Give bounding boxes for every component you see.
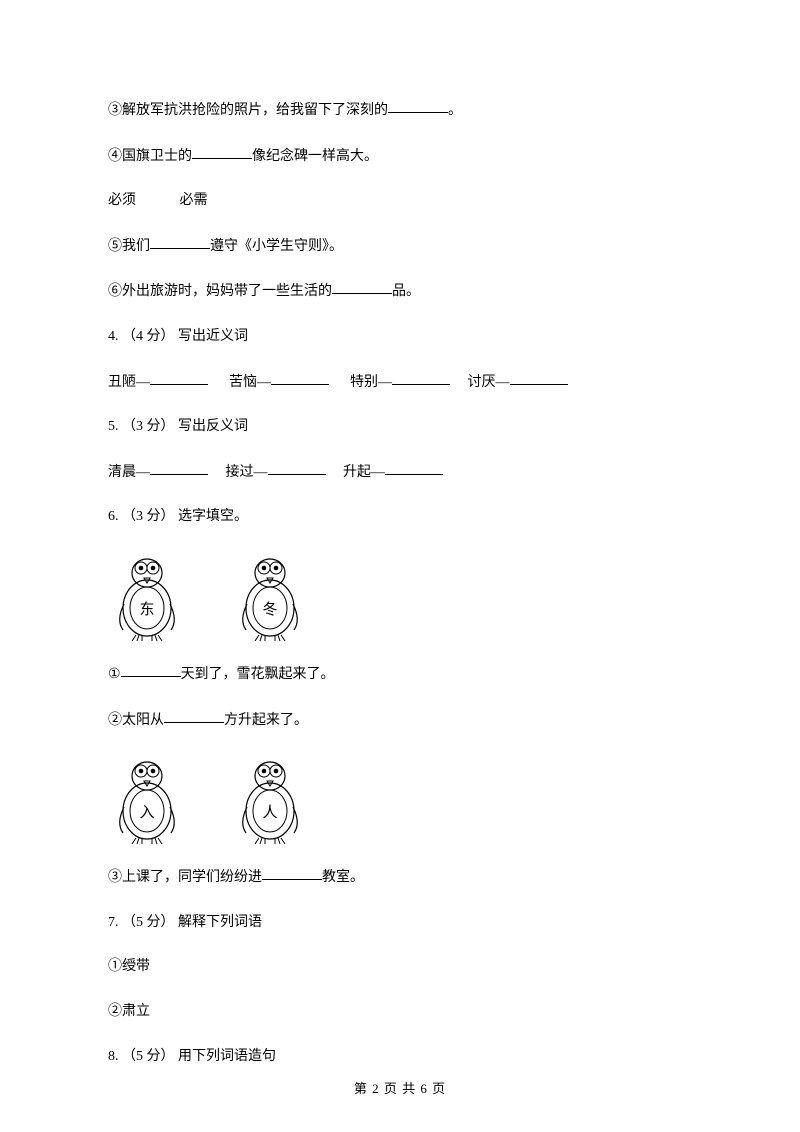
q3-pair-a: 必须 xyxy=(108,193,136,208)
penguin-char-b0: 入 xyxy=(139,803,154,824)
q3-line5-post: 遵守《小学生守则》。 xyxy=(210,239,343,254)
penguin-char-a1: 冬 xyxy=(262,600,277,621)
blank xyxy=(192,145,252,159)
penguin-char-a0: 东 xyxy=(139,600,154,621)
q3-line6-post: 品。 xyxy=(392,284,420,299)
blank xyxy=(332,280,392,294)
q3-line4-pre: ④国旗卫士的 xyxy=(108,149,192,164)
q4-w0: 丑陋— xyxy=(108,375,150,390)
q4-header: 4. （4 分） 写出近义词 xyxy=(108,327,692,347)
blank xyxy=(164,709,224,723)
q5-w2: 升起— xyxy=(343,465,385,480)
penguin-icon: 入 xyxy=(108,755,186,845)
blank xyxy=(271,371,329,385)
q6-line2-pre: ②太阳从 xyxy=(108,713,164,728)
blank xyxy=(150,461,208,475)
blank xyxy=(150,235,210,249)
q4-w3: 讨厌— xyxy=(468,375,510,390)
blank xyxy=(268,461,326,475)
q3-line3-post: 。 xyxy=(448,103,462,118)
blank xyxy=(262,866,322,880)
q5-w0: 清晨— xyxy=(108,465,150,480)
q3-line4-post: 像纪念碑一样高大。 xyxy=(252,149,378,164)
q6-penguins-b: 入 人 xyxy=(108,755,692,845)
q6-line3: ③上课了，同学们纷纷进 教室。 xyxy=(108,867,692,888)
page-footer: 第 2 页 共 6 页 xyxy=(0,1080,800,1098)
q6-penguins-a: 东 冬 xyxy=(108,552,692,642)
q3-line5-pre: ⑤我们 xyxy=(108,239,150,254)
q6-line1: ① 天到了，雪花飘起来了。 xyxy=(108,664,692,685)
penguin-icon: 人 xyxy=(231,755,309,845)
q6-header: 6. （3 分） 选字填空。 xyxy=(108,507,692,527)
q6-line2: ②太阳从 方升起来了。 xyxy=(108,710,692,731)
q6-line3-pre: ③上课了，同学们纷纷进 xyxy=(108,870,262,885)
q4-items: 丑陋— 苦恼— 特别— 讨厌— xyxy=(108,372,692,393)
q3-line6: ⑥外出旅游时，妈妈带了一些生活的 品。 xyxy=(108,281,692,302)
blank xyxy=(392,371,450,385)
q6-line1-pre: ① xyxy=(108,667,121,682)
q5-w1: 接过— xyxy=(226,465,268,480)
blank xyxy=(388,99,448,113)
q5-items: 清晨— 接过— 升起— xyxy=(108,462,692,483)
q5-header: 5. （3 分） 写出反义词 xyxy=(108,417,692,437)
blank xyxy=(510,371,568,385)
q8-header: 8. （5 分） 用下列词语造句 xyxy=(108,1047,692,1067)
q3-line5: ⑤我们 遵守《小学生守则》。 xyxy=(108,236,692,257)
q7-w1: ①绶带 xyxy=(108,957,692,977)
q6-line1-post: 天到了，雪花飘起来了。 xyxy=(181,667,335,682)
q6-line3-post: 教室。 xyxy=(322,870,364,885)
q3-line3: ③解放军抗洪抢险的照片，给我留下了深刻的 。 xyxy=(108,100,692,121)
q7-header: 7. （5 分） 解释下列词语 xyxy=(108,913,692,933)
q3-line6-pre: ⑥外出旅游时，妈妈带了一些生活的 xyxy=(108,284,332,299)
penguin-icon: 冬 xyxy=(231,552,309,642)
penguin-char-b1: 人 xyxy=(262,803,277,824)
q3-line4: ④国旗卫士的 像纪念碑一样高大。 xyxy=(108,146,692,167)
q7-w2: ②肃立 xyxy=(108,1002,692,1022)
q3-line3-pre: ③解放军抗洪抢险的照片，给我留下了深刻的 xyxy=(108,103,388,118)
blank xyxy=(385,461,443,475)
blank xyxy=(150,371,208,385)
q3-pair-b: 必需 xyxy=(180,193,208,208)
q6-line2-post: 方升起来了。 xyxy=(224,713,308,728)
penguin-icon: 东 xyxy=(108,552,186,642)
q4-w1: 苦恼— xyxy=(229,375,271,390)
blank xyxy=(121,663,181,677)
q4-w2: 特别— xyxy=(350,375,392,390)
q3-word-pair: 必须 必需 xyxy=(108,191,692,211)
